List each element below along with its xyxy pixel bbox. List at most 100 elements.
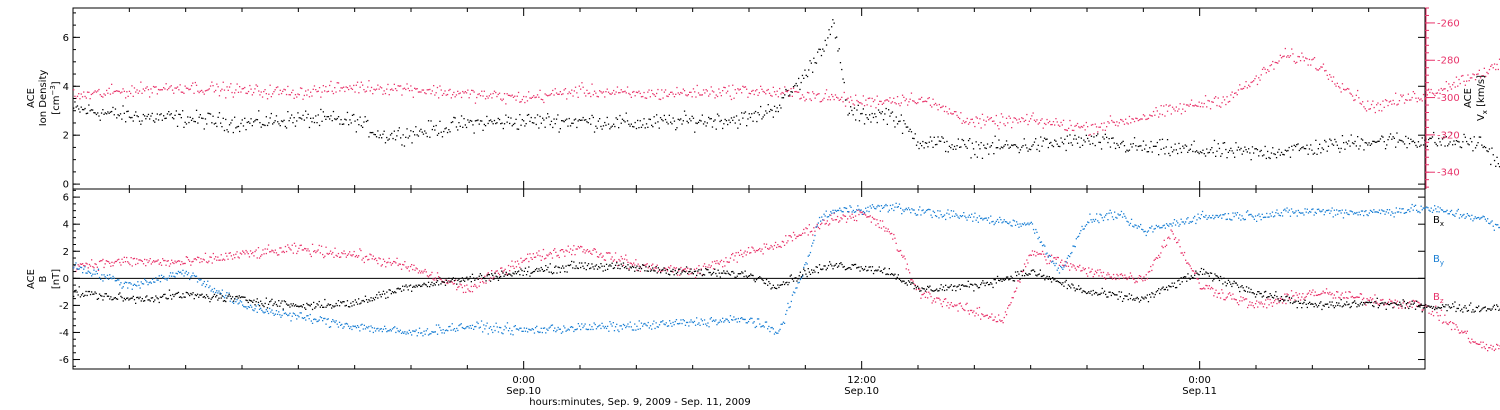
bz-point bbox=[1038, 253, 1040, 255]
by-point bbox=[302, 317, 305, 320]
bz-point bbox=[1445, 321, 1447, 323]
by-point bbox=[96, 273, 98, 275]
by-point bbox=[1048, 254, 1050, 257]
by-point bbox=[1192, 217, 1195, 219]
by-point bbox=[987, 217, 990, 219]
density-point bbox=[1428, 138, 1430, 141]
vx-point bbox=[1222, 96, 1224, 98]
by-point bbox=[788, 306, 790, 309]
bz-point bbox=[440, 278, 442, 281]
vx-point bbox=[772, 86, 774, 88]
density-point bbox=[866, 117, 868, 119]
density-point bbox=[287, 111, 289, 113]
by-point bbox=[752, 322, 754, 324]
by-point bbox=[576, 328, 578, 330]
bz-point bbox=[1210, 286, 1213, 289]
vx-point bbox=[1066, 129, 1068, 132]
bz-point bbox=[1343, 297, 1346, 299]
by-point bbox=[777, 332, 779, 334]
density-point bbox=[1269, 157, 1271, 160]
vx-point bbox=[150, 88, 152, 90]
density-point bbox=[979, 148, 981, 150]
density-point bbox=[1022, 145, 1024, 147]
bz-point bbox=[1360, 293, 1363, 295]
bz-point bbox=[649, 268, 652, 270]
vx-point bbox=[441, 94, 444, 96]
density-point bbox=[1440, 144, 1442, 146]
density-point bbox=[1410, 138, 1412, 140]
vx-point bbox=[1313, 57, 1316, 59]
bz-point bbox=[892, 238, 894, 240]
by-point bbox=[364, 328, 367, 330]
vx-point bbox=[711, 90, 714, 92]
vx-point bbox=[1132, 118, 1134, 120]
bz-point bbox=[812, 234, 814, 236]
density-point bbox=[340, 119, 342, 121]
by-point bbox=[342, 327, 344, 329]
density-point bbox=[509, 122, 511, 125]
bz-point bbox=[1047, 255, 1049, 257]
vx-point bbox=[855, 94, 857, 96]
bz-point bbox=[1366, 298, 1368, 300]
vx-point bbox=[661, 89, 663, 91]
vx-point bbox=[450, 97, 452, 99]
vx-point bbox=[605, 91, 607, 93]
by-point bbox=[343, 326, 345, 328]
by-point bbox=[1036, 231, 1038, 233]
by-point bbox=[1129, 222, 1132, 225]
vx-point bbox=[1060, 121, 1062, 124]
density-point bbox=[777, 110, 779, 113]
by-point bbox=[826, 216, 828, 218]
vx-point bbox=[592, 94, 594, 96]
bz-point bbox=[755, 249, 758, 252]
density-point bbox=[131, 116, 133, 119]
vx-point bbox=[408, 90, 411, 92]
density-point bbox=[886, 123, 888, 125]
by-point bbox=[1163, 224, 1165, 226]
by-point bbox=[218, 290, 220, 292]
bz-point bbox=[1416, 305, 1418, 307]
vx-point bbox=[360, 81, 362, 83]
vx-point bbox=[1383, 106, 1385, 108]
density-point bbox=[320, 108, 322, 111]
vx-point bbox=[358, 92, 360, 94]
bz-point bbox=[1064, 260, 1066, 263]
vx-point bbox=[326, 91, 328, 93]
density-point bbox=[708, 116, 710, 119]
bz-point bbox=[186, 256, 189, 259]
by-point bbox=[1285, 210, 1287, 212]
vx-point bbox=[666, 95, 668, 97]
by-point bbox=[262, 311, 264, 313]
by-point bbox=[1147, 230, 1150, 232]
bz-point bbox=[839, 220, 841, 222]
vx-point bbox=[618, 92, 620, 94]
by-point bbox=[1360, 210, 1363, 212]
vx-point bbox=[633, 90, 635, 93]
bz-point bbox=[221, 259, 223, 261]
bz-point bbox=[427, 276, 430, 278]
bz-point bbox=[952, 305, 955, 308]
bz-point bbox=[302, 249, 305, 251]
bz-point bbox=[1231, 298, 1233, 300]
density-point bbox=[155, 118, 157, 120]
density-point bbox=[1316, 153, 1318, 155]
vx-point bbox=[1395, 92, 1397, 94]
vx-point bbox=[1355, 94, 1357, 96]
bz-point bbox=[1369, 297, 1372, 299]
density-point bbox=[1270, 152, 1273, 154]
bz-point bbox=[388, 257, 390, 260]
bz-point bbox=[562, 249, 564, 251]
vx-point bbox=[893, 97, 895, 99]
vx-point bbox=[1479, 77, 1482, 79]
vx-point bbox=[716, 95, 719, 98]
bz-point bbox=[1090, 270, 1092, 273]
density-point bbox=[1206, 148, 1208, 150]
vx-point bbox=[938, 103, 940, 106]
density-point bbox=[265, 116, 267, 118]
bz-point bbox=[1204, 288, 1206, 290]
by-point bbox=[142, 283, 145, 285]
density-point bbox=[863, 123, 866, 125]
vx-point bbox=[310, 91, 312, 93]
bz-point bbox=[445, 282, 448, 284]
by-point bbox=[1333, 209, 1335, 211]
